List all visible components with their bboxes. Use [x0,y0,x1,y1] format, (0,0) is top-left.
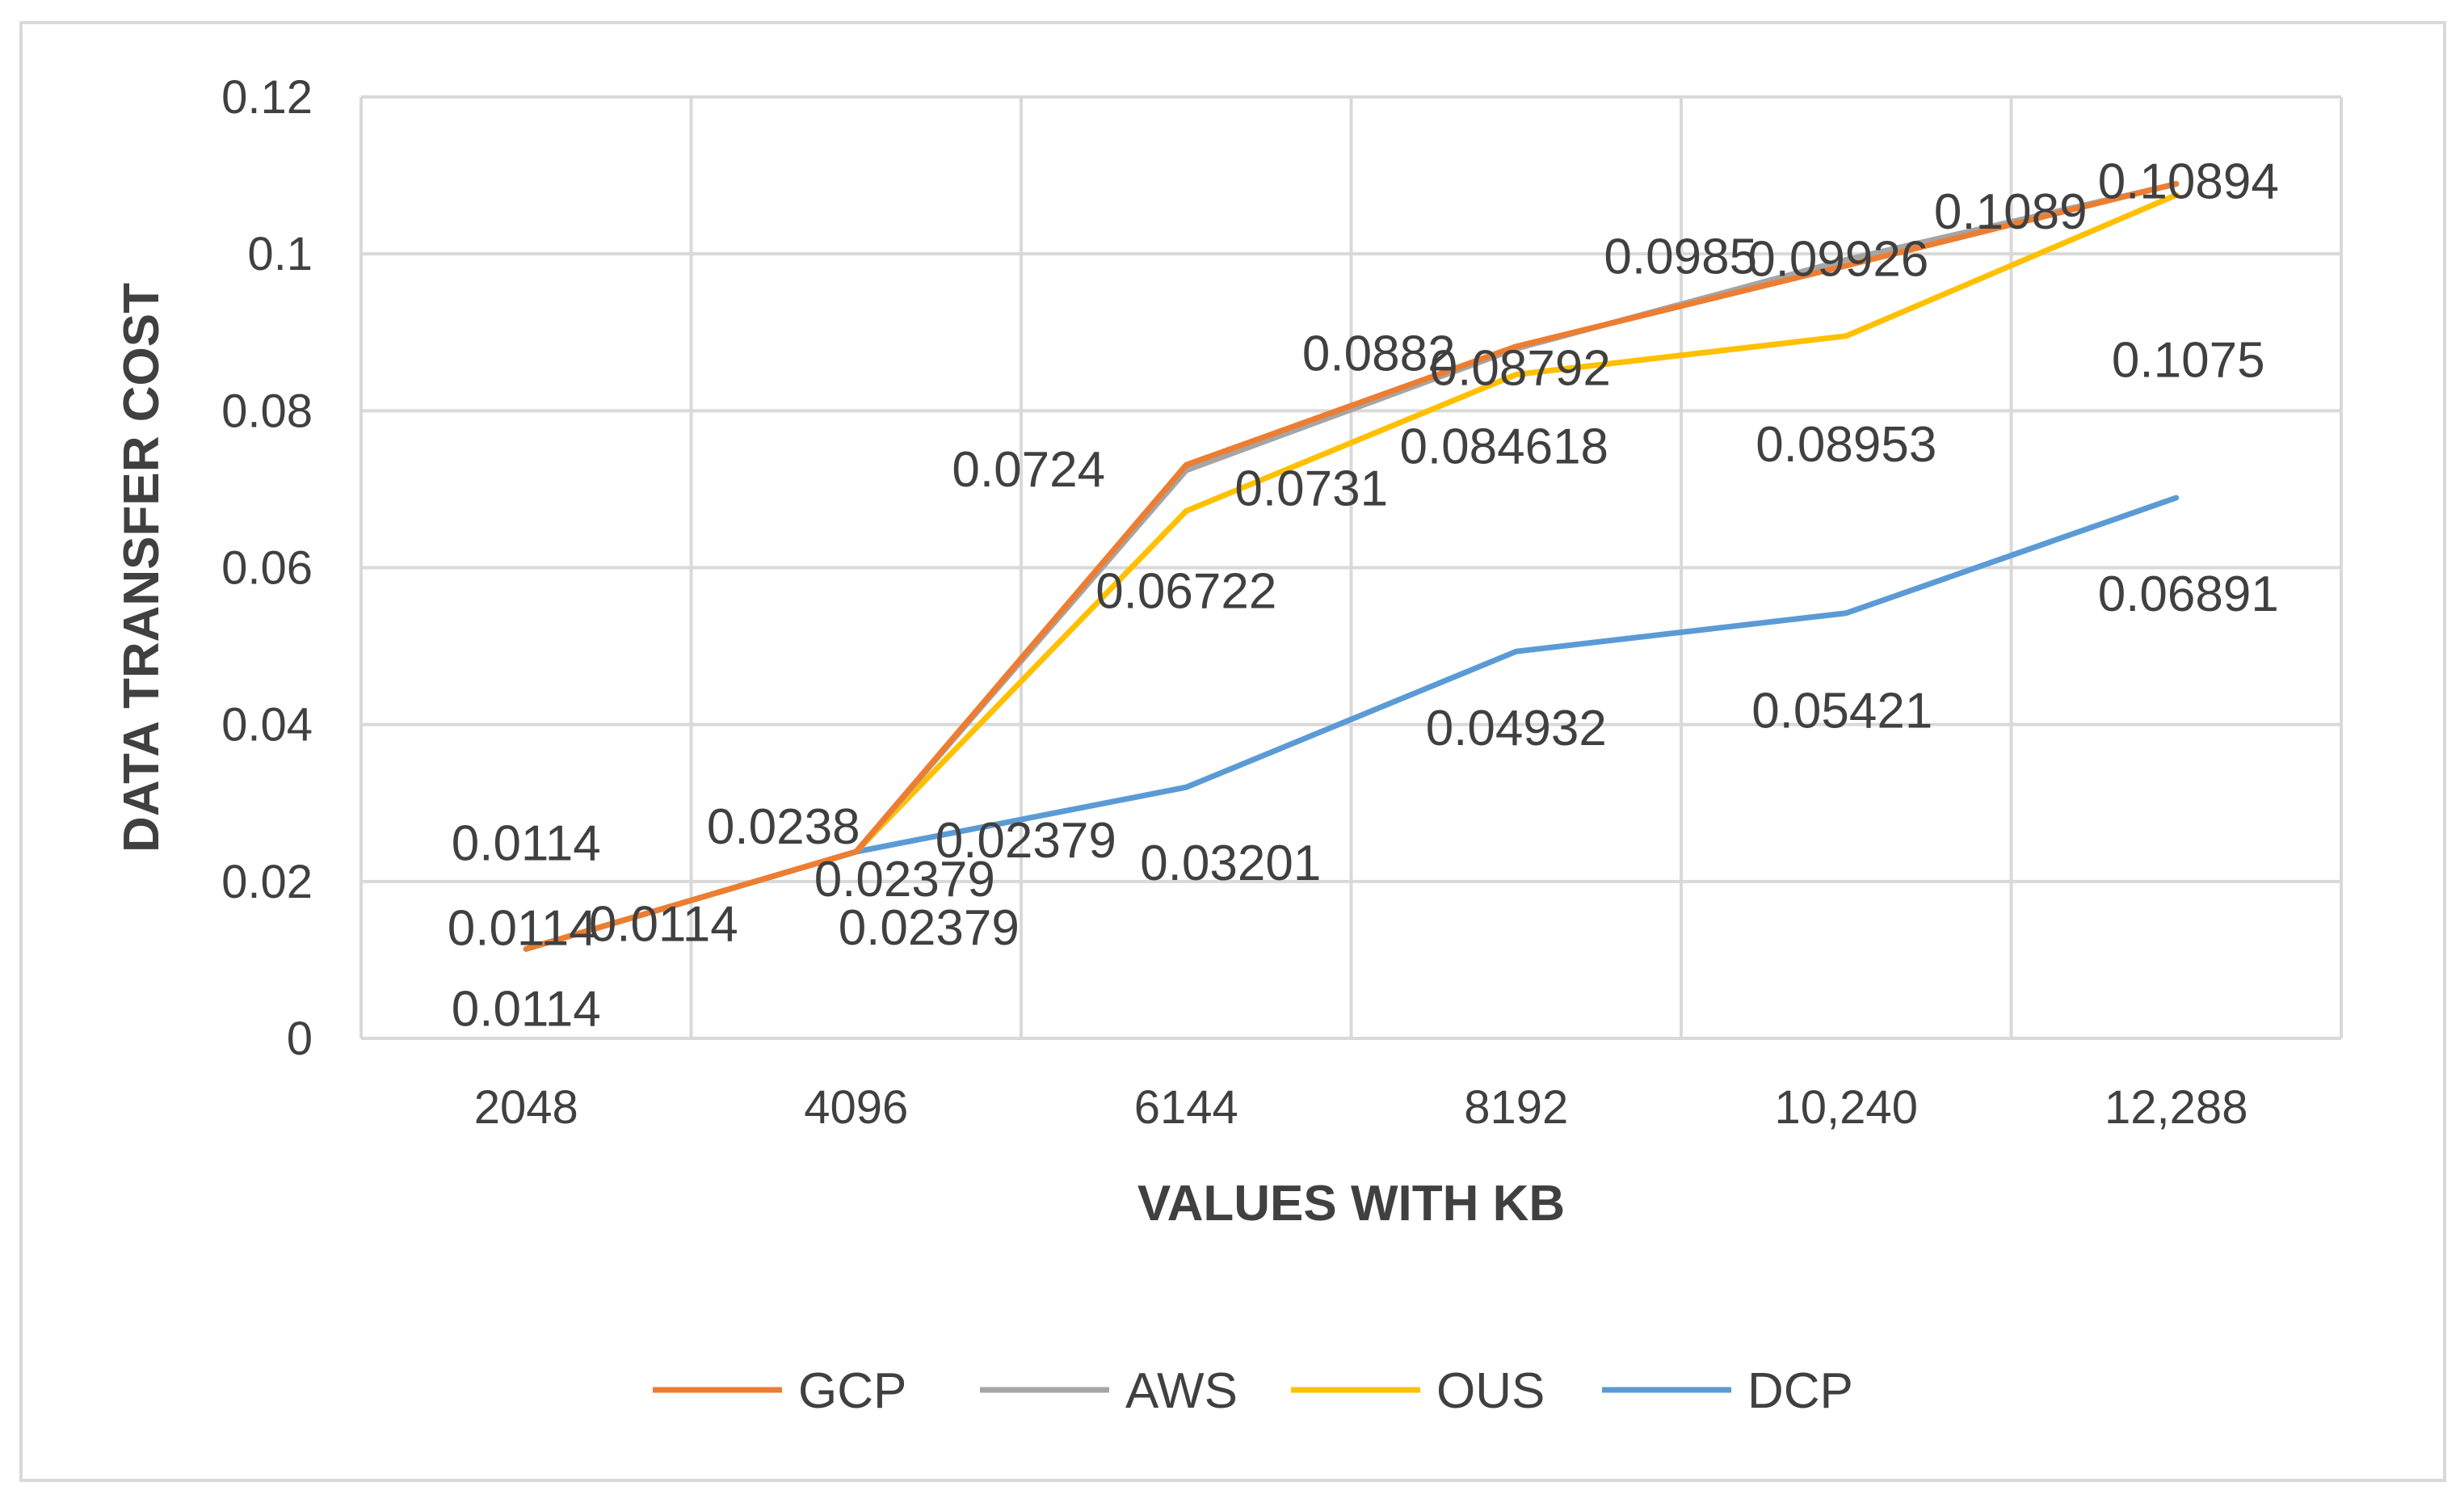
data-label-ous: 0.1075 [2112,332,2265,388]
y-tick-label: 0.04 [221,699,313,752]
x-axis-title: VALUES WITH KB [1137,1176,1565,1232]
data-label-dcp: 0.02379 [936,813,1116,869]
data-label-ous: 0.084618 [1399,419,1608,475]
data-label-ous: 0.06722 [1095,563,1276,619]
data-label-dcp: 0.0114 [589,896,738,952]
data-label-dcp: 0.04932 [1426,701,1607,756]
y-tick-label: 0 [287,1013,313,1065]
data-label-dcp: 0.03201 [1140,836,1321,891]
y-tick-label: 0.12 [221,71,313,124]
chart-frame: 0 0.02 0.04 0.06 0.08 0.1 0.12 2048 4096 6144 819… [19,21,2446,1482]
data-label-aws: 0.02379 [814,852,995,907]
data-label-aws: 0.1089 [1934,184,2088,240]
data-label-gcp: 0.0731 [1234,461,1388,516]
series-lines [523,180,2180,952]
legend-label-gcp: GCP [798,1363,906,1419]
legend-label-ous: OUS [1436,1363,1545,1419]
data-label-ous: 0.02379 [839,900,1020,956]
legend-label-aws: AWS [1125,1363,1238,1419]
x-axis-ticks: 2048 4096 6144 8192 10,240 12,288 [474,1081,2248,1134]
x-tick-label: 10,240 [1775,1081,1918,1134]
data-label-gcp: 0.0238 [707,799,860,855]
data-label-dcp: 0.05421 [1751,684,1932,739]
y-tick-label: 0.02 [221,856,313,908]
x-tick-label: 6144 [1134,1081,1238,1134]
x-tick-label: 4096 [804,1081,908,1134]
legend-label-dcp: DCP [1747,1363,1853,1419]
data-label-gcp: 0.0985 [1604,229,1757,285]
data-label-gcp: 0.0882 [1302,326,1456,382]
data-label-ous: 0.0114 [452,981,601,1037]
x-tick-label: 2048 [474,1081,578,1134]
data-label-ous: 0.08953 [1755,417,1936,473]
legend: GCP AWS OUS DCP [653,1363,1853,1419]
data-label-aws: 0.0114 [448,900,597,956]
series-line-gcp [523,180,2180,952]
y-tick-label: 0.1 [247,228,313,280]
data-label-dcp: 0.06891 [2098,566,2279,622]
data-label-aws: 0.09926 [1747,231,1928,287]
x-tick-label: 12,288 [2104,1081,2247,1134]
line-chart: 0 0.02 0.04 0.06 0.08 0.1 0.12 2048 4096 6144 819… [114,71,2343,1419]
data-label-aws: 0.08792 [1430,340,1611,396]
data-label-aws: 0.0724 [952,442,1105,498]
y-tick-label: 0.08 [221,385,313,437]
x-tick-label: 8192 [1464,1081,1568,1134]
data-labels: 0.01140.01140.01140.01140.02380.023790.0… [448,154,2279,1037]
y-tick-label: 0.06 [221,542,313,595]
y-axis-ticks: 0 0.02 0.04 0.06 0.08 0.1 0.12 [221,71,313,1065]
data-label-gcp: 0.10894 [2098,154,2279,209]
data-label-gcp: 0.0114 [452,815,601,871]
y-axis-title: DATA TRANSFER COST [114,283,170,853]
